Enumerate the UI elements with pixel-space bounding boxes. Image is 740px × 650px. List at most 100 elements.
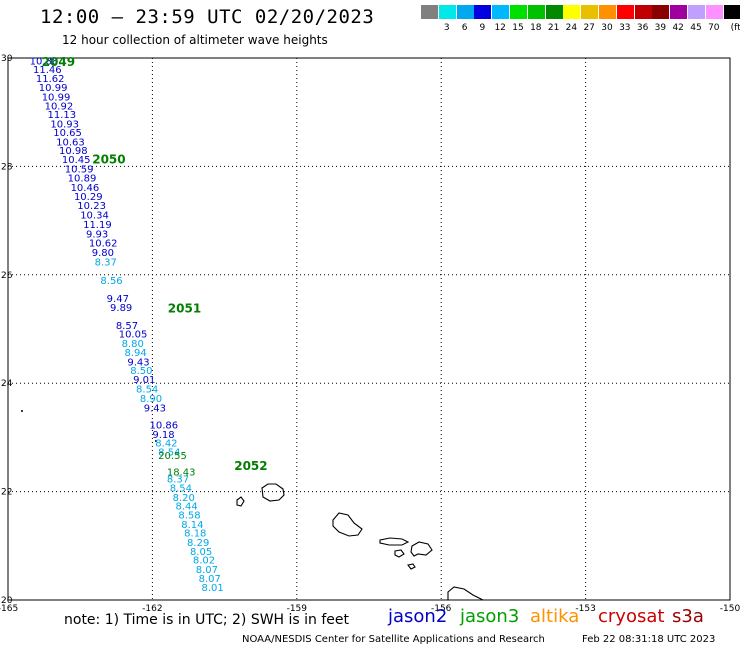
footer-timestamp: Feb 22 08:31:18 UTC 2023 — [582, 634, 716, 645]
wave-height-label: 10.86 — [150, 421, 179, 432]
colorbar-label: 39 — [654, 23, 667, 33]
wave-height-label: 8.44 — [176, 501, 198, 512]
wave-height-label: 10.63 — [56, 137, 85, 148]
wave-height-label: 8.80 — [122, 339, 144, 350]
wave-height-label: 10.62 — [89, 239, 118, 250]
wave-height-label: 10.29 — [74, 192, 103, 203]
wave-height-label: 18.43 — [167, 467, 196, 478]
lat-tick-label: 26 — [1, 271, 13, 281]
colorbar-swatch — [545, 5, 563, 19]
wave-height-label: 8.18 — [184, 529, 206, 540]
colorbar-label: 36 — [636, 23, 649, 33]
wave-height-label: 11.46 — [33, 65, 62, 76]
colorbar-label: 27 — [583, 23, 595, 33]
axis-ticks: -165 -162 -159 -156 -153 -150 30 28 26 24 22 20 — [0, 54, 740, 614]
pass-number-label: 2052 — [234, 459, 267, 473]
legend-item-s3a: s3a — [672, 606, 704, 627]
colorbar-swatch — [599, 5, 616, 19]
small-island-dot — [155, 440, 157, 442]
wave-height-label: 8.29 — [187, 538, 209, 549]
wave-height-label: 10.92 — [45, 101, 74, 112]
lon-tick-label: -156 — [431, 604, 452, 614]
legend-item-cryosat: cryosat — [598, 606, 665, 627]
page-title: 12:00 – 23:59 UTC 02/20/2023 — [40, 6, 375, 28]
colorbar-label: 45 — [690, 23, 702, 33]
wave-height-label: 8.01 — [201, 583, 223, 594]
colorbar-label: 12 — [494, 23, 506, 33]
wave-height-label: 10.59 — [65, 164, 94, 175]
wave-height-label: 8.50 — [130, 366, 152, 377]
wave-height-label: 8.14 — [181, 520, 203, 531]
pass-number-label: 2049 — [42, 55, 75, 69]
wave-height-label: 8.42 — [155, 439, 177, 450]
kahoolawe-outline — [407, 563, 416, 570]
colorbar-label: 18 — [530, 23, 542, 33]
wave-height-label: 10.34 — [80, 210, 109, 221]
lon-tick-label: -153 — [575, 604, 595, 614]
lon-tick-label: -150 — [720, 604, 740, 614]
wave-height-label: 10.45 — [62, 155, 91, 166]
wave-height-label: 8.05 — [190, 547, 212, 558]
wave-height-label: 9.47 — [107, 294, 129, 305]
lon-tick-label: -162 — [142, 604, 162, 614]
colorbar-label: 24 — [565, 23, 578, 33]
wave-height-label: 10.05 — [119, 330, 148, 341]
map-frame — [7, 57, 731, 601]
lat-tick-label: 30 — [1, 54, 13, 64]
wave-height-label: 8.56 — [100, 276, 122, 287]
wave-height-label: 10.88 — [30, 57, 59, 68]
colorbar-label: 33 — [619, 23, 631, 33]
wave-height-label: 11.62 — [36, 74, 65, 85]
wave-height-label: 8.58 — [178, 511, 200, 522]
colorbar-swatch — [705, 5, 723, 19]
pass-number-label: 2051 — [168, 302, 201, 316]
colorbar-swatch — [510, 5, 527, 19]
wave-height-label: 8.94 — [124, 348, 146, 359]
wave-height-label: 10.89 — [68, 174, 97, 185]
lat-tick-label: 24 — [1, 379, 13, 389]
colorbar-swatch — [527, 5, 545, 19]
wave-height-label: 8.07 — [199, 574, 221, 585]
colorbar-label: 3 — [443, 23, 450, 33]
wave-height-label: 8.37 — [95, 258, 117, 269]
wave-height-label: 9.80 — [92, 248, 114, 259]
colorbar-swatch — [670, 5, 688, 19]
wave-height-label: 8.07 — [196, 565, 218, 576]
wave-height-label: 10.23 — [77, 201, 106, 212]
colorbar-unit: (ft) — [730, 23, 740, 33]
legend-item-jason2: jason2 — [388, 606, 448, 627]
satellite-tracks: 10.8811.4611.6210.9910.9910.9211.1310.93… — [30, 55, 268, 594]
wave-height-label: 9.18 — [152, 430, 174, 441]
footer-credit: NOAA/NESDIS Center for Satellite Applica… — [242, 634, 545, 645]
niihau-outline — [236, 496, 245, 507]
wave-height-label: 9.43 — [127, 357, 149, 368]
wave-height-label: 9.89 — [110, 303, 132, 314]
colorbar-label: 70 — [708, 23, 720, 33]
wave-height-label: 10.99 — [39, 83, 68, 94]
lat-tick-label: 22 — [1, 488, 12, 498]
colorbar-swatch — [723, 5, 740, 19]
colorbar-swatch — [688, 5, 705, 19]
legend-item-altika: altika — [530, 606, 580, 627]
wave-height-label: 8.20 — [173, 493, 195, 504]
pass-number-label: 2050 — [92, 153, 125, 167]
colorbar-label: 15 — [512, 23, 524, 33]
wave-height-label: 11.19 — [83, 220, 112, 231]
wave-height-label: 10.46 — [71, 183, 100, 194]
colorbar-label: 30 — [601, 23, 613, 33]
colorbar-swatch — [652, 5, 670, 19]
molokai-outline — [379, 537, 410, 546]
legend-item-jason3: jason3 — [460, 606, 520, 627]
colorbar-swatch — [456, 5, 474, 19]
wave-height-label: 8.90 — [140, 394, 162, 405]
wave-height-label: 9.93 — [86, 229, 108, 240]
colorbar-swatch — [438, 5, 456, 19]
lanai-outline — [394, 549, 405, 558]
grid — [7, 57, 731, 601]
colorbar-swatch — [634, 5, 652, 19]
hawaiian-islands — [21, 410, 484, 601]
wave-height-label: 8.02 — [193, 556, 215, 567]
wave-height-label: 20.55 — [158, 451, 187, 462]
